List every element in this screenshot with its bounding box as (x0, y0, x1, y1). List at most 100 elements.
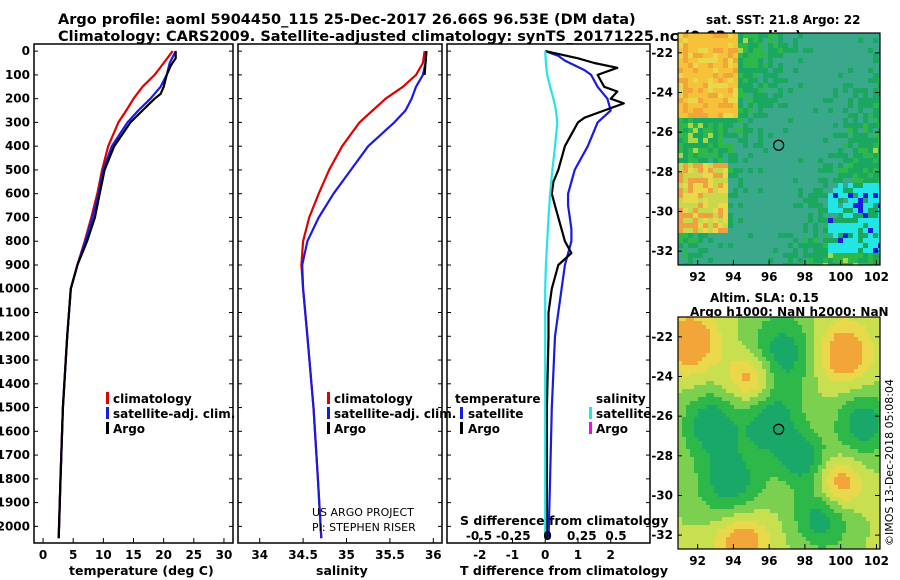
map-cell (854, 365, 859, 370)
map-cell (788, 253, 794, 259)
map-cell (790, 473, 795, 478)
map-cell (753, 118, 759, 124)
map-cell (793, 118, 799, 124)
map-cell (688, 153, 694, 159)
map-cell (723, 143, 729, 149)
map-cell (838, 218, 844, 224)
map-cell (793, 83, 799, 89)
map-cell (823, 178, 829, 184)
map-cell (713, 263, 719, 265)
map-cell (786, 325, 791, 330)
map-cell (746, 333, 751, 338)
map-cell (708, 213, 714, 219)
map-cell (698, 513, 703, 518)
map-cell (822, 441, 827, 446)
map-cell (866, 481, 871, 486)
map-cell (722, 493, 727, 498)
map-cell (718, 188, 724, 194)
map-cell (748, 148, 754, 154)
map-cell (818, 365, 823, 370)
map-cell (742, 477, 747, 482)
map-cell (763, 193, 769, 199)
map-cell (743, 263, 749, 265)
map-cell (793, 138, 799, 144)
map-cell (758, 505, 763, 510)
map-cell (734, 353, 739, 358)
map-cell (798, 493, 803, 498)
map-cell (818, 529, 823, 534)
map-cell (686, 485, 691, 490)
map-cell (746, 493, 751, 498)
map-cell (788, 63, 794, 69)
map-cell (738, 497, 743, 502)
map-cell (793, 178, 799, 184)
map-cell (758, 321, 763, 326)
map-cell (858, 417, 863, 422)
map-cell (786, 473, 791, 478)
map-cell (718, 93, 724, 99)
map-cell (762, 409, 767, 414)
map-cell (678, 389, 683, 394)
legend-swatch-t-satellite (460, 407, 463, 419)
map-cell (682, 337, 687, 342)
map-cell (794, 357, 799, 362)
map-cell (823, 63, 829, 69)
map-cell (834, 377, 839, 382)
map-cell (778, 238, 784, 244)
map-cell (822, 481, 827, 486)
map-cell (788, 213, 794, 219)
map-cell (778, 93, 784, 99)
map-cell (794, 469, 799, 474)
map-cell (806, 329, 811, 334)
map-cell (726, 377, 731, 382)
map-cell (838, 228, 844, 234)
map-cell (850, 413, 855, 418)
map-cell (762, 445, 767, 450)
map-cell (813, 263, 819, 265)
map-cell (754, 477, 759, 482)
map-cell (848, 118, 854, 124)
map-cell (826, 433, 831, 438)
map-cell (838, 198, 844, 204)
map-cell (868, 48, 874, 54)
map-cell (878, 78, 880, 84)
map-cell (746, 429, 751, 434)
map-cell (762, 485, 767, 490)
map-cell (810, 505, 815, 510)
map-cell (874, 441, 879, 446)
map-cell (714, 421, 719, 426)
map-cell (742, 473, 747, 478)
map-cell (773, 148, 779, 154)
map-cell (718, 533, 723, 538)
map-cell (778, 353, 783, 358)
map-cell (750, 533, 755, 538)
x-tick-label: 5 (69, 548, 77, 562)
map-cell (866, 401, 871, 406)
map-cell (802, 349, 807, 354)
map-cell (708, 103, 714, 109)
map-cell (782, 437, 787, 442)
map-cell (763, 238, 769, 244)
map-cell (850, 485, 855, 490)
map-cell (753, 238, 759, 244)
map-cell (690, 529, 695, 534)
map-cell (794, 493, 799, 498)
map-cell (718, 401, 723, 406)
map-cell (706, 405, 711, 410)
map-cell (842, 469, 847, 474)
map-cell (874, 409, 879, 414)
map-cell (778, 457, 783, 462)
map-cell (690, 341, 695, 346)
map-cell (842, 361, 847, 366)
map-cell (846, 365, 851, 370)
map-cell (682, 401, 687, 406)
map-cell (823, 43, 829, 49)
map-cell (698, 477, 703, 482)
map-cell (814, 329, 819, 334)
map-cell (770, 433, 775, 438)
map-cell (868, 163, 874, 169)
map-cell (834, 409, 839, 414)
map-cell (782, 341, 787, 346)
map-cell (803, 158, 809, 164)
map-cell (770, 441, 775, 446)
